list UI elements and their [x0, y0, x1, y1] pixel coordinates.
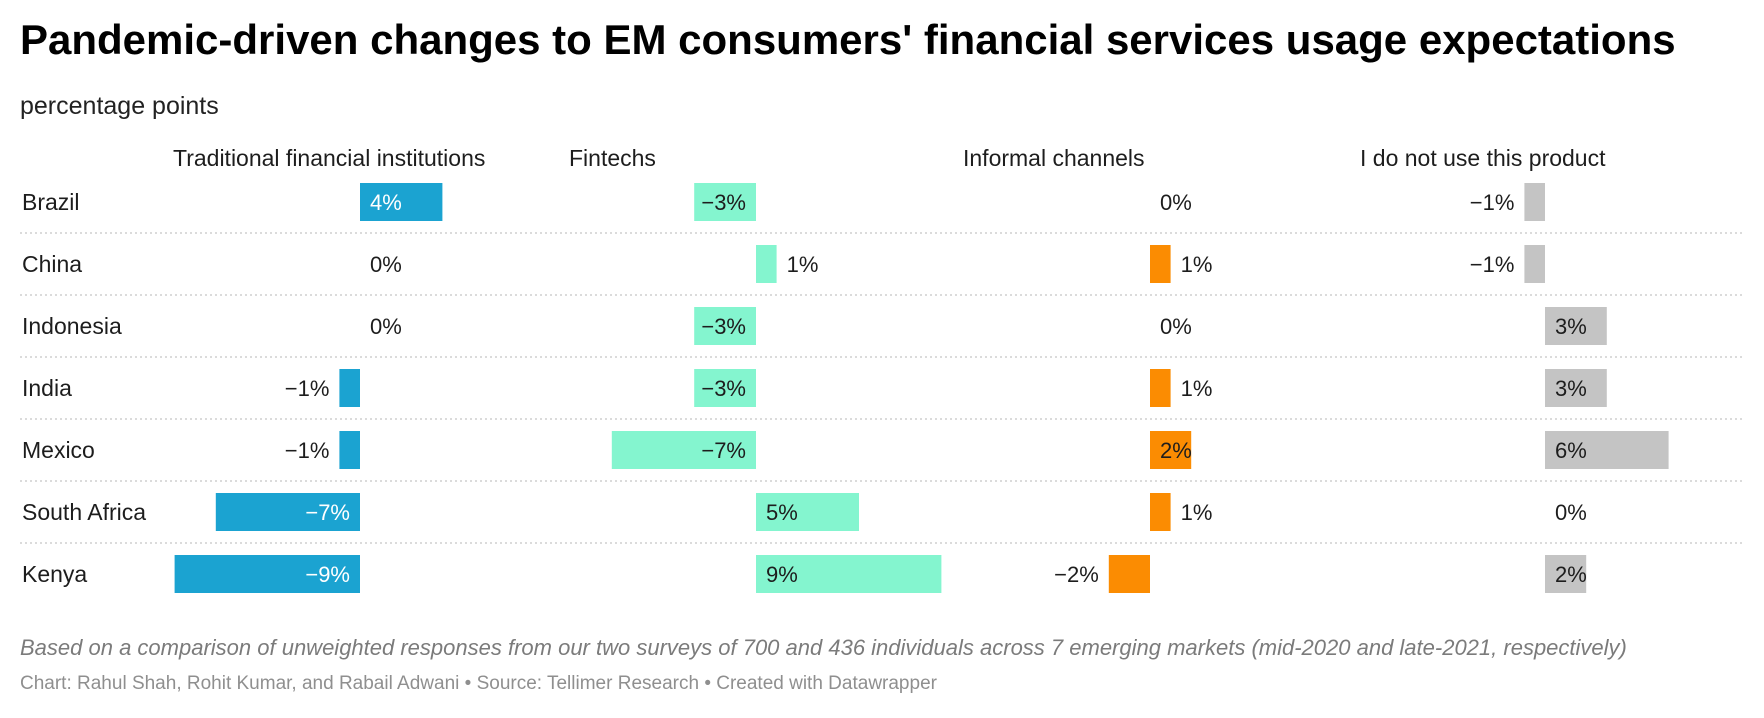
bar-fintechs-south-africa	[756, 493, 859, 531]
category-label-kenya: Kenya	[22, 561, 87, 587]
chart-title: Pandemic-driven changes to EM consumers'…	[20, 16, 1676, 63]
value-label-fintechs-brazil: −3%	[701, 190, 746, 215]
value-label-traditional-financial-institutions-india: −1%	[285, 376, 330, 401]
bar-traditional-financial-institutions-south-africa	[215, 493, 360, 531]
bar-informal-channels-china	[1150, 245, 1171, 283]
category-label-india: India	[22, 375, 72, 401]
value-label-informal-channels-indonesia: 0%	[1160, 314, 1192, 339]
value-label-i-do-not-use-this-product-india: 3%	[1555, 376, 1587, 401]
bar-i-do-not-use-this-product-china	[1524, 245, 1545, 283]
category-label-indonesia: Indonesia	[22, 313, 122, 339]
bar-i-do-not-use-this-product-mexico	[1545, 431, 1669, 469]
value-label-fintechs-china: 1%	[787, 252, 819, 277]
value-label-informal-channels-brazil: 0%	[1160, 190, 1192, 215]
value-label-i-do-not-use-this-product-china: −1%	[1470, 252, 1515, 277]
value-label-traditional-financial-institutions-mexico: −1%	[285, 438, 330, 463]
value-label-traditional-financial-institutions-indonesia: 0%	[370, 314, 402, 339]
value-label-fintechs-india: −3%	[701, 376, 746, 401]
chart-notes: Based on a comparison of unweighted resp…	[20, 635, 1627, 660]
chart-credit: Chart: Rahul Shah, Rohit Kumar, and Raba…	[20, 673, 937, 694]
bar-traditional-financial-institutions-mexico	[339, 431, 360, 469]
value-label-fintechs-mexico: −7%	[701, 438, 746, 463]
value-label-informal-channels-india: 1%	[1181, 376, 1213, 401]
value-label-fintechs-kenya: 9%	[766, 562, 798, 587]
bar-i-do-not-use-this-product-indonesia	[1545, 307, 1607, 345]
value-label-traditional-financial-institutions-brazil: 4%	[370, 190, 402, 215]
value-label-i-do-not-use-this-product-kenya: 2%	[1555, 562, 1587, 587]
value-label-fintechs-south-africa: 5%	[766, 500, 798, 525]
bar-fintechs-indonesia	[694, 307, 756, 345]
value-labels: 4% −3% 0% −1% 0% 1% 1% −1% 0% −3% 0% 3% −1% −3% 1% 3% −1…	[285, 190, 1587, 587]
category-label-mexico: Mexico	[22, 437, 95, 463]
category-label-china: China	[22, 251, 82, 277]
bar-i-do-not-use-this-product-india	[1545, 369, 1607, 407]
category-label-brazil: Brazil	[22, 189, 80, 215]
bar-fintechs-brazil	[694, 183, 756, 221]
category-label-south-africa: South Africa	[22, 499, 146, 525]
value-label-fintechs-indonesia: −3%	[701, 314, 746, 339]
value-label-i-do-not-use-this-product-indonesia: 3%	[1555, 314, 1587, 339]
bar-traditional-financial-institutions-india	[339, 369, 360, 407]
value-label-traditional-financial-institutions-china: 0%	[370, 252, 402, 277]
bars	[174, 183, 1669, 593]
panel-header-traditional-financial-institutions: Traditional financial institutions	[173, 145, 485, 171]
bar-informal-channels-south-africa	[1150, 493, 1171, 531]
row-separators	[20, 232, 1744, 544]
bar-i-do-not-use-this-product-brazil	[1524, 183, 1545, 221]
value-label-traditional-financial-institutions-south-africa: −7%	[305, 500, 350, 525]
bar-fintechs-mexico	[611, 431, 756, 469]
value-label-i-do-not-use-this-product-mexico: 6%	[1555, 438, 1587, 463]
value-label-informal-channels-kenya: −2%	[1054, 562, 1099, 587]
chart-subtitle: percentage points	[20, 92, 219, 120]
panel-header-i-do-not-use-this-product: I do not use this product	[1360, 145, 1606, 171]
category-labels: Brazil China Indonesia India Mexico South Afr…	[22, 189, 146, 587]
panel-header-informal-channels: Informal channels	[963, 145, 1145, 171]
bar-traditional-financial-institutions-brazil	[360, 183, 443, 221]
bar-fintechs-india	[694, 369, 756, 407]
bar-traditional-financial-institutions-kenya	[174, 555, 360, 593]
value-label-informal-channels-china: 1%	[1181, 252, 1213, 277]
bar-fintechs-kenya	[756, 555, 942, 593]
bar-informal-channels-india	[1150, 369, 1171, 407]
bar-i-do-not-use-this-product-kenya	[1545, 555, 1587, 593]
value-label-traditional-financial-institutions-kenya: −9%	[305, 562, 350, 587]
value-label-informal-channels-south-africa: 1%	[1181, 500, 1213, 525]
panel-headers: Traditional financial institutions Fintec…	[173, 145, 1606, 171]
bar-informal-channels-mexico	[1150, 431, 1192, 469]
panel-header-fintechs: Fintechs	[569, 145, 656, 171]
value-label-i-do-not-use-this-product-brazil: −1%	[1470, 190, 1515, 215]
bar-informal-channels-kenya	[1108, 555, 1150, 593]
value-label-informal-channels-mexico: 2%	[1160, 438, 1192, 463]
bar-fintechs-china	[756, 245, 777, 283]
bar-chart: Traditional financial institutions Fintec…	[20, 145, 1744, 593]
value-label-i-do-not-use-this-product-south-africa: 0%	[1555, 500, 1587, 525]
